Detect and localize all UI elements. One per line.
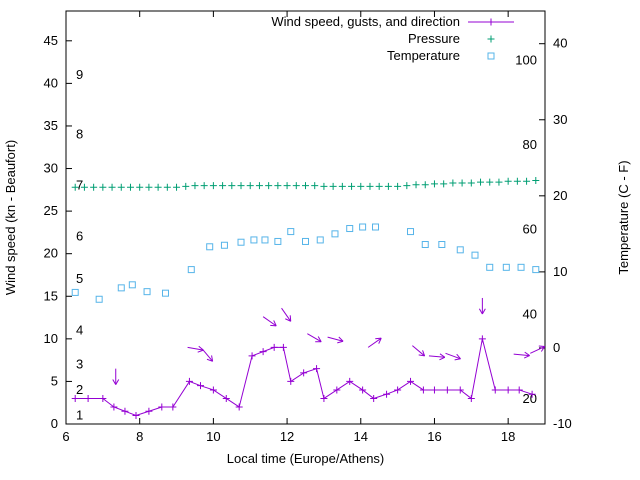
- y-axis-left-title: Wind speed (kn - Beaufort): [3, 140, 18, 295]
- beaufort-label: 8: [76, 126, 83, 141]
- fahrenheit-label: 60: [523, 221, 537, 236]
- y-axis-right: [539, 43, 545, 425]
- y-axis-right-title: Temperature (C - F): [616, 160, 631, 274]
- y-right-tick-label: 40: [553, 36, 567, 51]
- beaufort-label: 5: [76, 271, 83, 286]
- y-left-tick-label: 10: [44, 331, 58, 346]
- beaufort-scale-labels: 1 2 3 4 5 6 7 8 9: [76, 67, 83, 423]
- y-left-tick-label: 0: [51, 416, 58, 431]
- beaufort-label: 6: [76, 229, 83, 244]
- y-left-tick-label: 35: [44, 118, 58, 133]
- y-left-tick-label: 40: [44, 75, 58, 90]
- y-axis-left: [66, 40, 72, 425]
- y-left-tick-label: 25: [44, 203, 58, 218]
- fahrenheit-label: 100: [515, 52, 537, 67]
- legend-label: Temperature: [387, 48, 460, 63]
- x-tick-label: 14: [354, 429, 368, 444]
- x-axis: [65, 11, 509, 424]
- y-right-tick-label: 10: [553, 264, 567, 279]
- y-right-tick-label: 30: [553, 112, 567, 127]
- plot-border: [65, 10, 546, 425]
- beaufort-label: 9: [76, 67, 83, 82]
- y-left-tick-label: 45: [44, 33, 58, 48]
- series-pressure: [71, 176, 540, 191]
- beaufort-label: 3: [76, 356, 83, 371]
- legend-label: Pressure: [408, 31, 460, 46]
- x-tick-label: 10: [206, 429, 220, 444]
- beaufort-label: 7: [76, 178, 83, 193]
- y-right-tick-label: 20: [553, 188, 567, 203]
- x-axis-title: Local time (Europe/Athens): [227, 451, 385, 466]
- legend-label: Wind speed, gusts, and direction: [271, 14, 460, 29]
- x-tick-label: 6: [62, 429, 69, 444]
- y-left-tick-label: 20: [44, 246, 58, 261]
- beaufort-label: 1: [76, 407, 83, 422]
- y-right-tick-label: 0: [553, 340, 560, 355]
- fahrenheit-label: 40: [523, 306, 537, 321]
- legend: Wind speed, gusts, and direction Pressure…: [271, 14, 514, 63]
- wind-direction-arrows: [112, 297, 546, 385]
- x-tick-label: 16: [427, 429, 441, 444]
- x-tick-label: 8: [136, 429, 143, 444]
- y-right-tick-label: -10: [553, 416, 572, 431]
- beaufort-label: 2: [76, 382, 83, 397]
- x-tick-label: 18: [501, 429, 515, 444]
- x-tick-label: 12: [280, 429, 294, 444]
- y-left-tick-label: 15: [44, 288, 58, 303]
- series-wind-speed: [71, 335, 536, 419]
- series-temperature: [71, 223, 540, 303]
- beaufort-label: 4: [76, 322, 83, 337]
- y-left-tick-label: 30: [44, 161, 58, 176]
- fahrenheit-label: 80: [523, 137, 537, 152]
- y-left-tick-label: 5: [51, 373, 58, 388]
